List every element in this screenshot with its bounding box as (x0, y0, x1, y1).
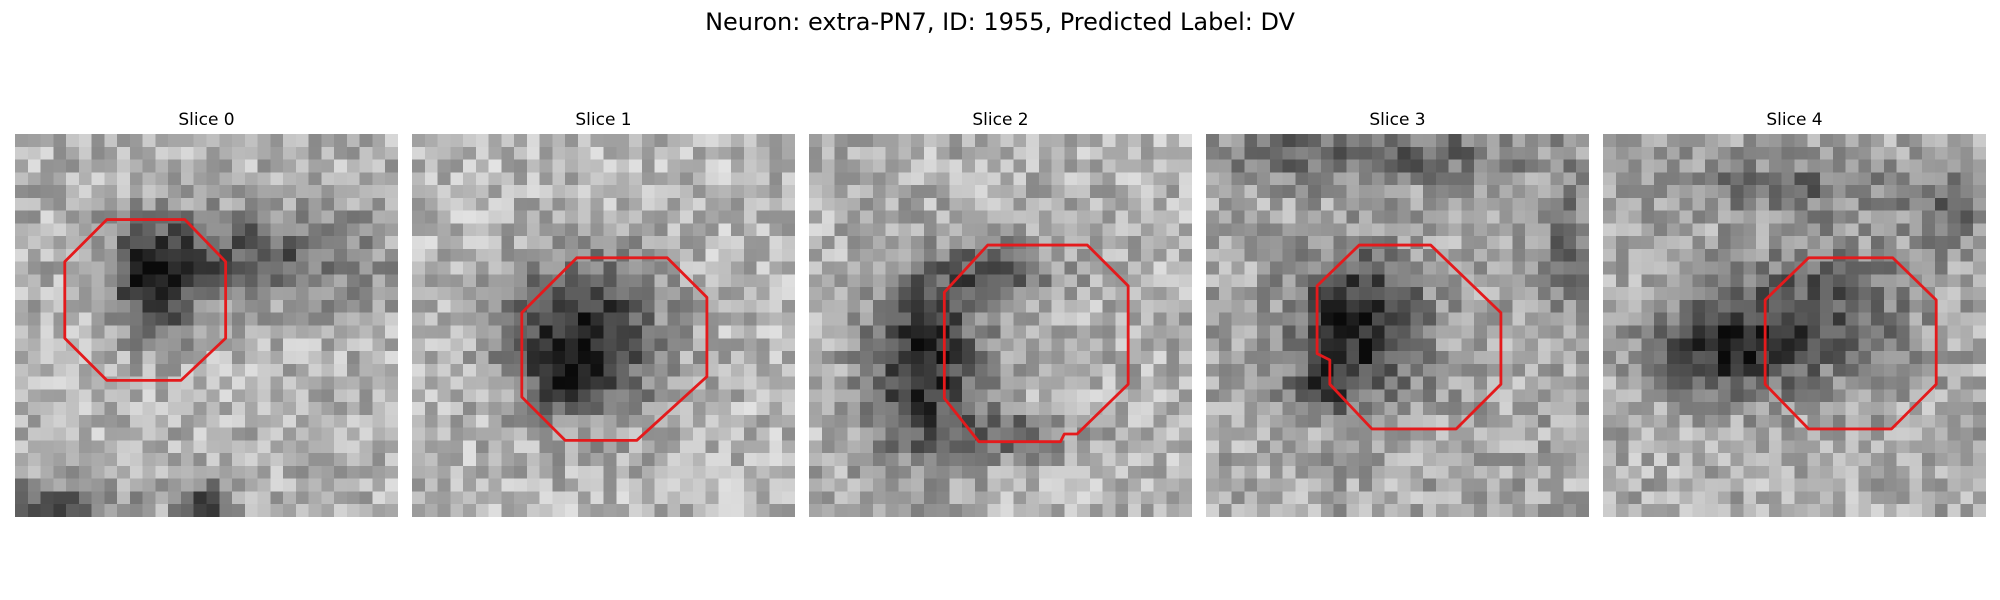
pixel-grid (412, 134, 795, 517)
pixel-grid (809, 134, 1192, 517)
slice-image-2 (809, 134, 1192, 517)
slice-title-1: Slice 1 (575, 110, 632, 130)
slice-title-3: Slice 3 (1369, 110, 1426, 130)
slice-image-1 (412, 134, 795, 517)
slice-image-0 (15, 134, 398, 517)
pixel-grid (1603, 134, 1986, 517)
slice-title-4: Slice 4 (1766, 110, 1823, 130)
roi-contour-3 (1315, 243, 1503, 431)
roi-contour-0 (63, 218, 228, 382)
roi-contour-1 (520, 256, 709, 442)
slice-panel-3: Slice 3 (1206, 105, 1589, 517)
slice-panel-2: Slice 2 (809, 105, 1192, 517)
slice-title-2: Slice 2 (972, 110, 1029, 130)
slice-image-4 (1603, 134, 1986, 517)
pixel-grid (15, 134, 398, 517)
slice-image-3 (1206, 134, 1589, 517)
slice-panel-1: Slice 1 (412, 105, 795, 517)
slice-panel-0: Slice 0 (15, 105, 398, 517)
pixel-grid (1206, 134, 1589, 517)
slice-title-0: Slice 0 (178, 110, 235, 130)
slice-panel-4: Slice 4 (1603, 105, 1986, 517)
figure-title: Neuron: extra-PN7, ID: 1955, Predicted L… (705, 8, 1295, 36)
roi-contour-4 (1763, 256, 1938, 431)
roi-contour-2 (942, 243, 1130, 444)
